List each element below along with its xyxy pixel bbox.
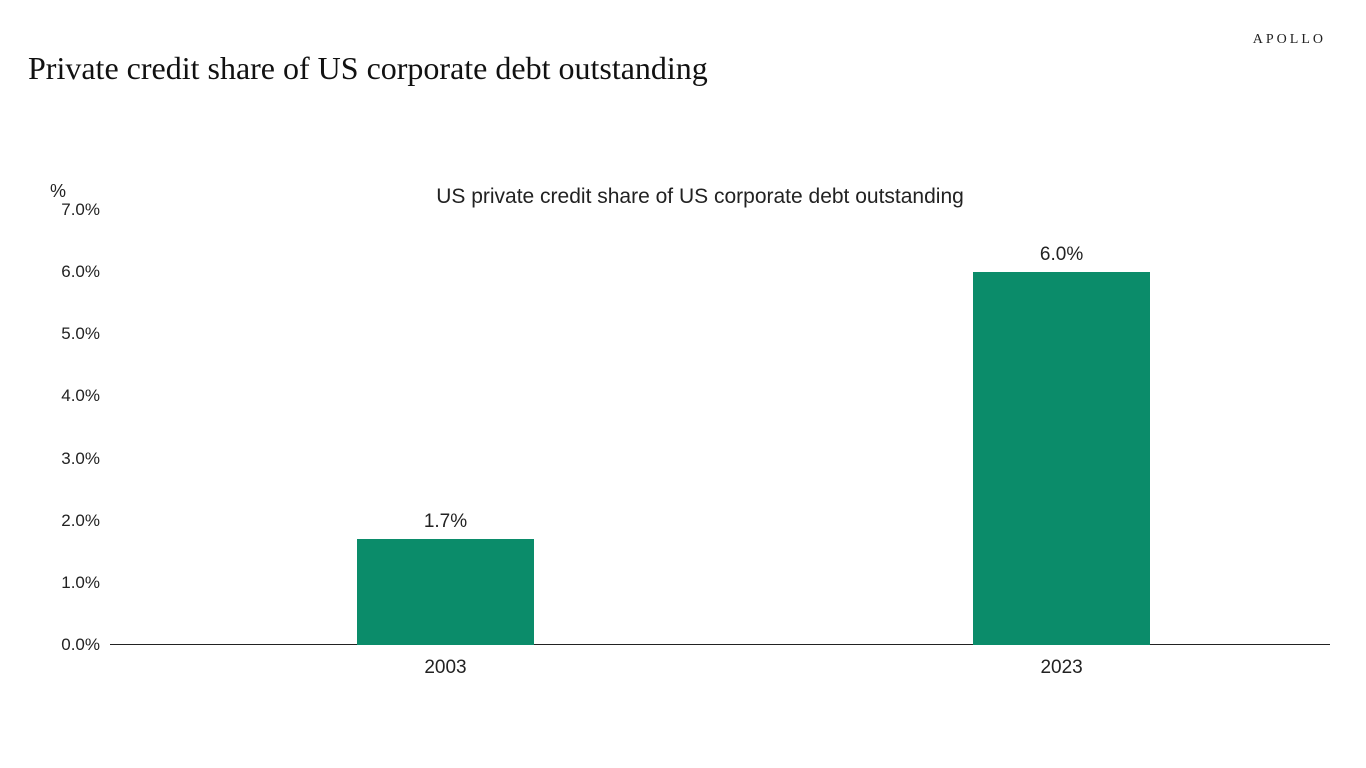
y-tick-label: 4.0%	[50, 386, 100, 406]
brand-logo-text: APOLLO	[1253, 32, 1326, 48]
bar-value-label: 1.7%	[357, 511, 534, 533]
y-tick-label: 1.0%	[50, 573, 100, 593]
bar: 1.7%	[357, 539, 534, 645]
bar-value-label: 6.0%	[973, 244, 1150, 266]
y-tick-label: 6.0%	[50, 262, 100, 282]
x-tick-label: 2023	[1012, 657, 1112, 679]
page-title: Private credit share of US corporate deb…	[28, 50, 708, 87]
y-tick-label: 0.0%	[50, 635, 100, 655]
bar: 6.0%	[973, 272, 1150, 645]
chart-plot-area: 0.0%1.0%2.0%3.0%4.0%5.0%6.0%7.0%1.7%2003…	[110, 210, 1330, 645]
y-tick-label: 7.0%	[50, 200, 100, 220]
chart-subtitle: US private credit share of US corporate …	[400, 185, 1000, 209]
y-axis-unit-label: %	[50, 181, 66, 202]
chart-container: % US private credit share of US corporat…	[50, 175, 1330, 695]
y-tick-label: 2.0%	[50, 511, 100, 531]
y-tick-label: 3.0%	[50, 449, 100, 469]
y-tick-label: 5.0%	[50, 324, 100, 344]
x-tick-label: 2003	[396, 657, 496, 679]
